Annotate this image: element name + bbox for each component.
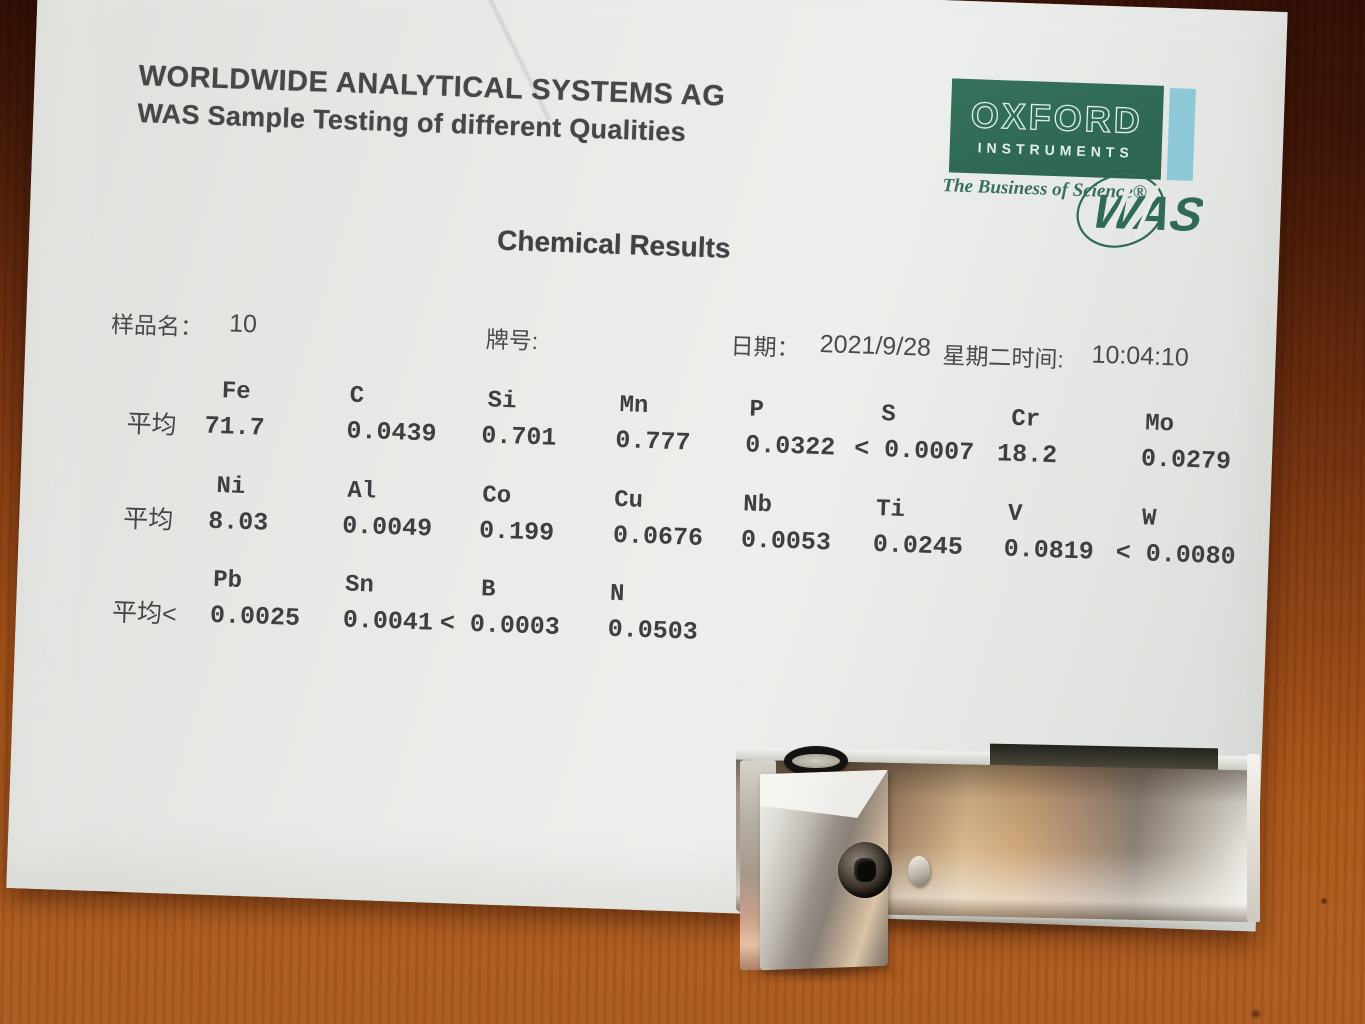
element-value: 0.199 — [478, 516, 555, 548]
element-header: C — [349, 382, 365, 411]
element-value: 0.0439 — [345, 416, 437, 449]
element-header: Cu — [613, 486, 644, 515]
element-value: < 0.0007 — [853, 434, 975, 468]
oxford-wordmark: OXFORD — [970, 93, 1145, 142]
clamp-screw-hex-hole — [854, 858, 876, 882]
element-value: 0.701 — [480, 421, 557, 453]
clamp-screw-tip — [908, 856, 930, 886]
clamp-socket-screw — [838, 842, 892, 898]
element-header: Sn — [344, 571, 375, 600]
document-paper: WORLDWIDE ANALYTICAL SYSTEMS AG WAS Samp… — [6, 0, 1288, 932]
element-header: Ti — [875, 496, 906, 525]
element-value: 0.0676 — [612, 520, 704, 553]
element-value: 0.0819 — [1003, 534, 1095, 567]
element-header: Pb — [212, 566, 243, 595]
element-value: 0.0322 — [744, 430, 836, 463]
element-value: 0.0025 — [209, 600, 301, 633]
sample-name-value: 10 — [228, 309, 258, 339]
element-value: 18.2 — [996, 439, 1058, 471]
element-header: Ni — [215, 473, 246, 501]
monogram-slash — [1133, 184, 1160, 238]
element-header: Al — [346, 477, 377, 506]
element-value: 0.0041 — [342, 605, 434, 638]
row-label: 平均 — [126, 409, 178, 440]
element-header: Nb — [742, 491, 773, 520]
row-label: 平均 — [122, 504, 174, 535]
element-header: P — [748, 396, 765, 425]
row-label: 平均< — [111, 598, 178, 629]
element-value: 0.0049 — [341, 511, 433, 544]
weekday-time-label: 星期二时间: — [942, 342, 1065, 373]
element-header: Mo — [1144, 410, 1175, 439]
element-value: < 0.0080 — [1115, 538, 1237, 572]
date-label: 日期： — [730, 332, 801, 362]
element-value: 8.03 — [207, 506, 269, 538]
grade-label: 牌号: — [485, 326, 539, 355]
metal-clamp — [700, 738, 1275, 983]
instruments-wordmark: INSTRUMENTS — [977, 139, 1135, 161]
element-value: 71.7 — [204, 411, 266, 443]
element-header: S — [880, 401, 897, 429]
element-header: Mn — [619, 392, 649, 421]
sample-name-label: 样品名： — [110, 311, 204, 341]
was-monogram-icon: WAS — [1076, 173, 1204, 248]
page-title: Chemical Results — [496, 224, 732, 264]
element-header: W — [1141, 505, 1157, 533]
monogram-slash — [1105, 185, 1132, 239]
element-value: 0.0245 — [872, 529, 964, 563]
element-value: 0.0053 — [740, 525, 832, 558]
element-header: Si — [487, 387, 517, 416]
element-header: Cr — [1010, 405, 1041, 434]
element-header: Co — [481, 482, 512, 511]
time-value: 10:04:10 — [1091, 340, 1190, 372]
element-header: B — [480, 576, 496, 604]
element-value: 0.0279 — [1140, 444, 1232, 477]
element-value: < 0.0003 — [439, 608, 561, 643]
element-value: 0.0503 — [607, 614, 699, 647]
element-header: V — [1007, 500, 1023, 529]
element-header: Fe — [221, 378, 252, 407]
clamp-right-edge — [1247, 753, 1260, 923]
element-value: 0.777 — [614, 425, 691, 458]
element-header: N — [609, 580, 625, 609]
date-value: 2021/9/28 — [819, 329, 932, 362]
